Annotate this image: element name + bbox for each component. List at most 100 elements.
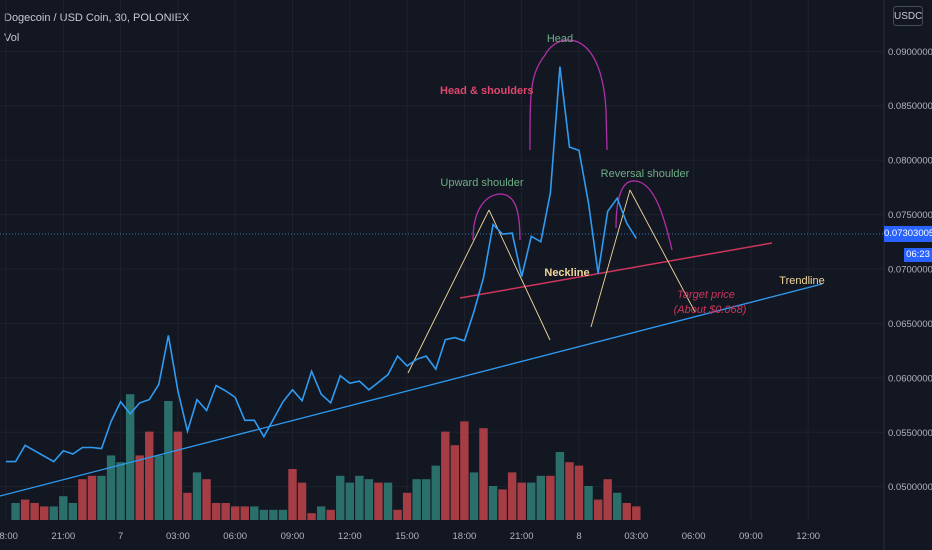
volume-bar [49,506,58,520]
volume-label: Vol [4,32,20,44]
volume-bar [259,509,269,520]
head-outline [529,39,608,151]
volume-bar [316,506,326,520]
volume-bar [20,499,30,520]
x-tick-label: 12:00 [796,531,820,542]
volume-bar [125,394,135,520]
volume-bar [460,421,469,520]
volume-bar [364,479,374,520]
volume-bar [565,462,574,520]
volume-bar [593,499,603,520]
volume-bar [517,482,526,520]
pattern-annotations [0,39,823,497]
annotation-upward-shoulder: Upward shoulder [440,177,523,189]
volume-bar [574,465,584,520]
volume-bar [469,472,479,520]
volume-bar [441,431,450,520]
volume-bar [555,452,565,520]
volume-bar [97,475,106,520]
volume-bar [374,482,383,520]
volume-bar [11,503,20,520]
volume-bar [479,428,488,520]
trendline-line [0,283,823,497]
volume-bar [192,472,202,520]
y-tick-label: 0.09000000 [888,47,932,58]
volume-bar [507,472,517,520]
last-price-tag: 0.07303005 [884,226,932,242]
volume-bar [211,503,221,520]
volume-bar [202,479,211,520]
annotation-reversal-shoulder: Reversal shoulder [601,168,690,180]
volume-bar [603,479,612,520]
volume-bar [135,455,144,520]
neckline-line [459,242,773,299]
volume-bar [78,479,87,520]
annotation-head-and-shoulders: Head & shoulders [440,85,534,97]
currency-button[interactable]: USDC [893,6,923,26]
volume-bar [288,469,297,520]
volume-bar [536,475,545,520]
volume-bar [269,509,278,520]
annotation-neckline: Neckline [544,267,589,279]
x-tick-label: 21:00 [510,531,534,542]
volume-bar [527,482,536,520]
annotation-head: Head [547,33,573,45]
x-tick-label: 06:00 [223,531,247,542]
right-shoulder-outline [615,180,673,251]
candle-timer-tag: 06:23 [904,248,932,262]
volume-bar [422,479,431,520]
volume-bar [240,506,249,520]
volume-bar [116,462,125,520]
volume-bar [546,475,555,520]
volume-bar [498,489,507,520]
volume-bar [412,479,421,520]
left-shoulder-outline [472,193,521,241]
volume-bar [345,482,354,520]
volume-bar [68,503,78,520]
volume-bar [30,503,39,520]
price-series-line [6,66,637,463]
volume-bar [326,509,335,520]
x-tick-label: 7 [118,531,123,542]
volume-bar [450,445,460,520]
annotation-target-price-value: (About $0.068) [674,304,747,316]
x-tick-label: 15:00 [395,531,419,542]
pattern-line-1 [407,209,490,374]
volume-bar [87,475,97,520]
volume-bar [231,506,240,520]
volume-bar [221,503,230,520]
x-tick-label: 03:00 [624,531,648,542]
volume-bar [622,503,631,520]
pattern-line-4 [629,189,696,313]
volume-bar [164,401,173,520]
volume-bar [355,475,364,520]
x-tick-label: 09:00 [281,531,305,542]
chart-title: Dogecoin / USD Coin, 30, POLONIEX [4,12,190,24]
x-tick-label: 8 [576,531,581,542]
annotation-trendline: Trendline [779,275,824,287]
x-tick-label: 21:00 [51,531,75,542]
volume-bar [402,492,412,520]
x-tick-label: 06:00 [682,531,706,542]
volume-bar [145,431,154,520]
volume-bar [278,509,288,520]
x-tick-label: 18:00 [0,531,18,542]
volume-bars [11,394,641,520]
volume-bar [613,492,622,520]
annotation-target-price: Target price [677,289,735,301]
x-tick-label: 18:00 [453,531,477,542]
x-tick-label: 09:00 [739,531,763,542]
volume-bar [383,482,393,520]
volume-bar [431,465,440,520]
x-tick-label: 03:00 [166,531,190,542]
